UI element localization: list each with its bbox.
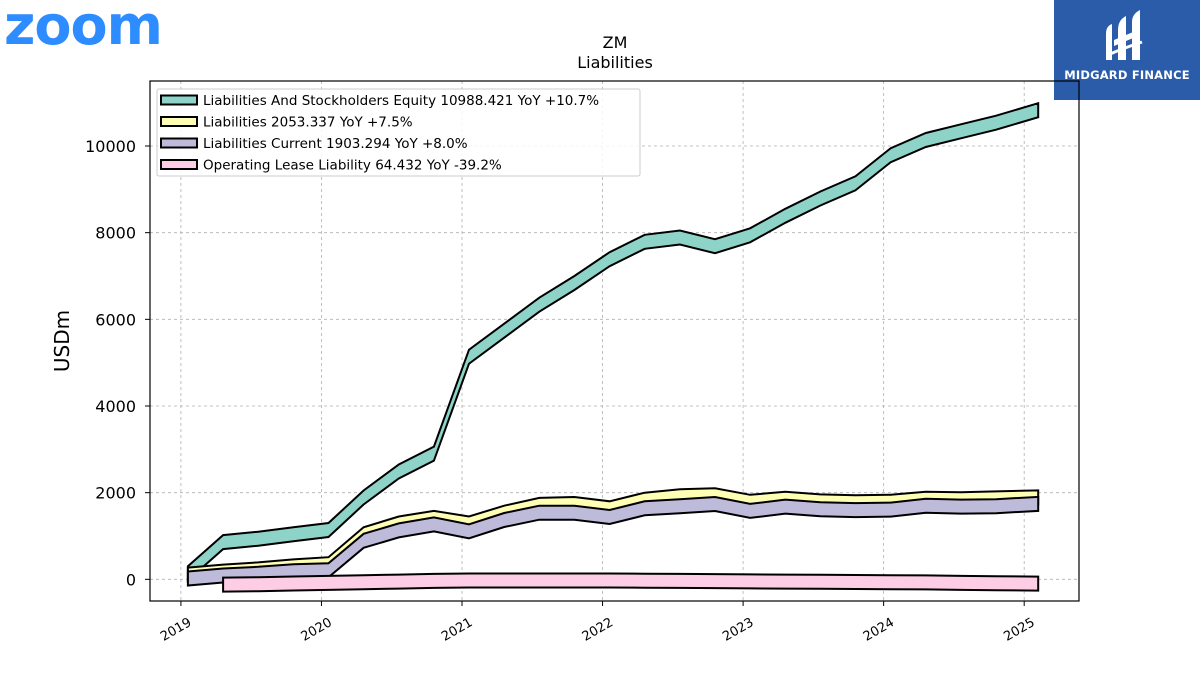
legend-box (156, 88, 641, 177)
y-tick-label: 6000 (95, 310, 136, 329)
legend-entry: Liabilities Current 1903.294 YoY +8.0% (203, 136, 468, 152)
series-layer (186, 101, 1040, 593)
x-tick-label: 2020 (299, 615, 335, 645)
y-tick-label: 4000 (95, 397, 136, 416)
y-tick-label: 0 (126, 570, 136, 589)
y-tick-label: 10000 (85, 137, 136, 156)
legend-swatch (160, 94, 198, 106)
y-tick-label: 8000 (95, 224, 136, 243)
y-axis-label: USDm (50, 310, 74, 372)
x-tick-label: 2022 (580, 615, 616, 645)
legend-swatch (160, 116, 198, 127)
y-tick-label: 2000 (95, 484, 136, 503)
legend-entry: Operating Lease Liability 64.432 YoY -39… (203, 158, 502, 174)
legend-entry: Liabilities 2053.337 YoY +7.5% (203, 115, 413, 131)
x-tick-label: 2024 (861, 615, 897, 645)
x-tick-label: 2023 (720, 615, 756, 645)
legend-swatch (160, 137, 198, 149)
x-tick-label: 2019 (158, 615, 194, 645)
zoom-logo: zoom (4, 0, 163, 57)
series-band-4 (222, 572, 1040, 593)
brand-name: MIDGARD FINANCE (1064, 68, 1190, 82)
chart-subtitle: Liabilities (577, 53, 653, 72)
plot-frame (149, 80, 1080, 602)
midgard-finance-logo: MIDGARD FINANCE (1054, 0, 1200, 100)
chart-title: ZM (603, 33, 628, 52)
series-band-1 (186, 101, 1040, 583)
legend-swatch (160, 159, 198, 170)
series-band-3 (186, 495, 1040, 587)
midgard-emblem-icon (1106, 10, 1143, 60)
legend: Liabilities And Stockholders Equity 1098… (156, 88, 641, 177)
x-tick-label: 2021 (439, 615, 475, 645)
x-tick-label: 2025 (1001, 615, 1037, 645)
legend-entry: Liabilities And Stockholders Equity 1098… (203, 93, 599, 109)
